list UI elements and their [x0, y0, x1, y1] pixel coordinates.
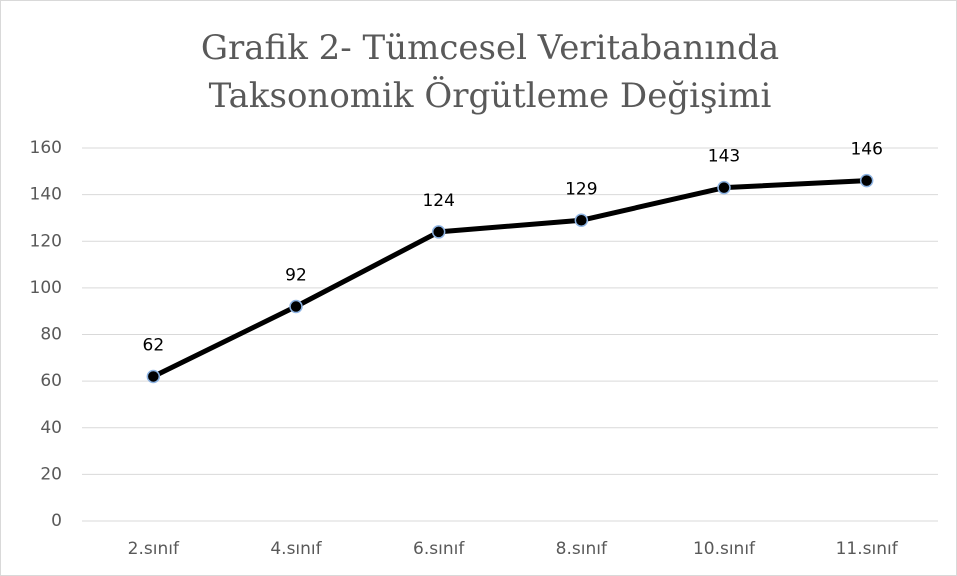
data-label: 143 — [708, 147, 740, 167]
series-line — [152, 178, 867, 379]
data-label: 62 — [143, 335, 165, 355]
x-tick-label: 8.sınıf — [556, 539, 608, 559]
chart-title: Taksonomik Örgütleme Değişimi — [209, 75, 772, 116]
x-tick-label: 4.sınıf — [270, 539, 322, 559]
x-tick-label: 11.sınıf — [836, 539, 899, 559]
data-point — [146, 369, 161, 384]
data-label: 129 — [565, 179, 597, 199]
y-tick-label: 40 — [40, 418, 62, 438]
data-label: 146 — [850, 140, 882, 160]
data-label: 124 — [422, 191, 454, 211]
y-tick-label: 160 — [30, 138, 62, 158]
x-tick-label: 2.sınıf — [128, 539, 180, 559]
y-tick-label: 0 — [51, 511, 62, 531]
data-point — [431, 225, 446, 239]
chart-title: Grafik 2- Tümcesel Veritabanında — [201, 28, 779, 68]
y-tick-label: 100 — [30, 278, 62, 298]
x-tick-label: 6.sınıf — [413, 539, 465, 559]
y-tick-label: 140 — [30, 185, 62, 205]
data-point — [574, 213, 589, 228]
x-tick-label: 10.sınıf — [693, 539, 756, 559]
data-point — [289, 299, 303, 314]
data-point — [859, 173, 874, 188]
data-point — [717, 180, 731, 195]
y-tick-label: 20 — [40, 464, 62, 484]
y-tick-label: 60 — [40, 371, 62, 391]
y-tick-label: 80 — [40, 325, 62, 345]
data-label: 92 — [285, 266, 307, 286]
y-tick-label: 120 — [30, 231, 62, 251]
